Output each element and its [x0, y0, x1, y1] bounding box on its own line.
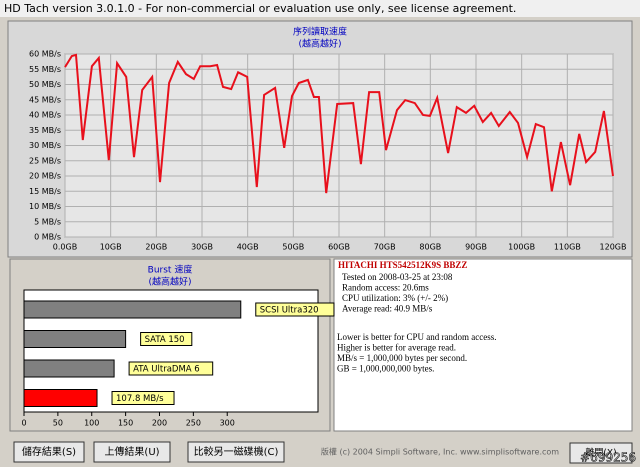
x-tick-label: 10GB — [100, 243, 122, 252]
note-line: MB/s = 1,000,000 bytes per second. — [337, 353, 467, 363]
drive-info-line: Random access: 20.6ms — [342, 283, 429, 293]
y-tick-label: 5 MB/s — [34, 217, 61, 226]
copyright: 版權 (c) 2004 Simpli Software, Inc. www.si… — [321, 447, 559, 457]
note-line: Higher is better for average read. — [337, 343, 456, 353]
y-tick-label: 20 MB/s — [29, 172, 61, 181]
bar-label-box — [111, 391, 175, 405]
y-tick-label: 0 MB/s — [34, 233, 61, 242]
button-label[interactable]: 上傳結果(U) — [104, 445, 159, 458]
x-tick-label: 70GB — [374, 243, 396, 252]
y-tick-label: 15 MB/s — [29, 187, 61, 196]
button-row: 儲存結果(S) 上傳結果(U) 比較另一磁碟機(C) — [13, 441, 285, 463]
drive-model: HITACHI HTS542512K9S BBZZ — [338, 260, 467, 270]
watermark: #699256 — [580, 451, 636, 465]
action-button[interactable] — [93, 441, 171, 463]
x-tick-label: 0 — [21, 419, 26, 428]
x-tick-label: 40GB — [237, 243, 259, 252]
x-tick-label: 120GB — [600, 243, 627, 252]
y-tick-label: 35 MB/s — [29, 126, 61, 135]
bar-label: 107.8 MB/s — [116, 394, 164, 404]
note-line: Lower is better for CPU and random acces… — [337, 332, 496, 342]
x-tick-label: 300 — [220, 419, 235, 428]
burst-bar — [23, 300, 242, 319]
x-tick-label: 60GB — [328, 243, 350, 252]
bar-label-box — [255, 302, 335, 317]
x-tick-label: 100GB — [508, 243, 535, 252]
x-tick-label: 80GB — [419, 243, 441, 252]
y-tick-label: 40 MB/s — [29, 111, 61, 120]
y-tick-label: 50 MB/s — [29, 80, 61, 89]
y-tick-label: 45 MB/s — [29, 95, 61, 104]
read-speed-line — [64, 53, 614, 194]
y-tick-label: 30 MB/s — [29, 141, 61, 150]
button-label[interactable]: 比較另一磁碟機(C) — [194, 445, 279, 458]
bar-label-box — [128, 361, 214, 376]
line-title: 序列讀取速度 — [293, 26, 347, 38]
x-tick-label: 200 — [152, 419, 167, 428]
burst-bar — [23, 389, 98, 407]
bar-label: ATA UltraDMA 6 — [133, 365, 200, 375]
bar-label: SCSI Ultra320 — [260, 306, 319, 316]
drive-info-line: Average read: 40.9 MB/s — [342, 304, 433, 314]
y-tick-label: 60 MB/s — [29, 50, 61, 59]
x-tick-label: 30GB — [191, 243, 213, 252]
line-subtitle: (越高越好) — [298, 38, 341, 50]
x-tick-label: 50GB — [282, 243, 304, 252]
x-tick-label: 110GB — [554, 243, 581, 252]
action-button[interactable] — [13, 441, 85, 463]
action-button[interactable] — [187, 441, 285, 463]
drive-info-line: Tested on 2008-03-25 at 23:08 — [342, 272, 453, 282]
x-tick-label: 250 — [186, 419, 201, 428]
x-tick-label: 100 — [84, 419, 99, 428]
burst-bar — [23, 359, 115, 378]
y-tick-label: 25 MB/s — [29, 156, 61, 165]
x-tick-label: 50 — [53, 419, 63, 428]
x-tick-label: 20GB — [145, 243, 167, 252]
y-tick-label: 55 MB/s — [29, 65, 61, 74]
bar-label-box — [140, 332, 193, 346]
exit-label[interactable]: 離開(X) — [585, 447, 616, 459]
burst-title: Burst 速度 — [148, 264, 193, 276]
bar-label: SATA 150 — [145, 335, 185, 345]
x-tick-label: 150 — [118, 419, 133, 428]
x-tick-label: 0.0GB — [53, 243, 77, 252]
button-label[interactable]: 儲存結果(S) — [22, 445, 76, 458]
x-tick-label: 90GB — [465, 243, 487, 252]
y-tick-label: 10 MB/s — [29, 202, 61, 211]
exit-button[interactable] — [569, 442, 633, 464]
drive-info-line: CPU utilization: 3% (+/- 2%) — [342, 293, 448, 303]
burst-subtitle: (越高越好) — [148, 276, 191, 288]
burst-bar — [23, 330, 127, 348]
window-title: HD Tach version 3.0.1.0 - For non-commer… — [4, 2, 516, 15]
title-bar — [0, 0, 640, 17]
info-panel — [333, 258, 633, 432]
note-line: GB = 1,000,000,000 bytes. — [337, 364, 434, 374]
